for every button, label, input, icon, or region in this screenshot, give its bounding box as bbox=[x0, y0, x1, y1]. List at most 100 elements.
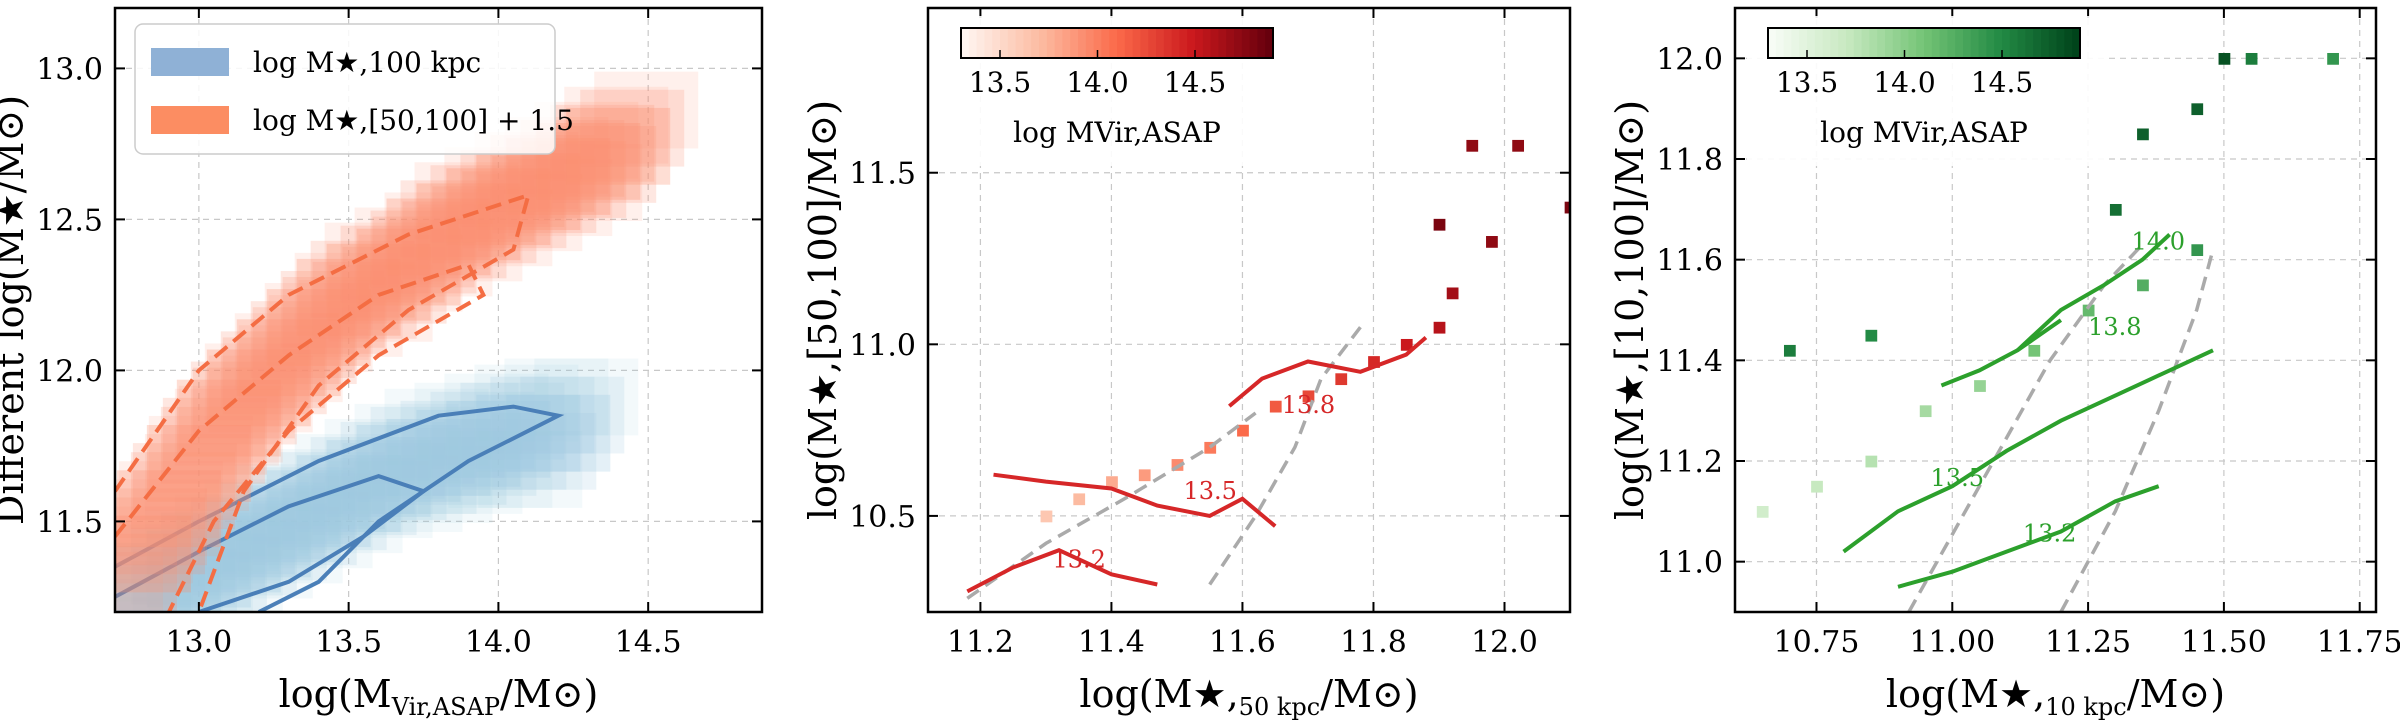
density-cell bbox=[282, 473, 387, 551]
colorbar-segment bbox=[1148, 28, 1157, 58]
y-tick-label: 12.0 bbox=[36, 354, 103, 389]
density-cell bbox=[115, 551, 163, 612]
density-cell bbox=[220, 482, 325, 560]
heatmap-cell bbox=[1368, 356, 1380, 368]
y-tick-label: 11.0 bbox=[1656, 546, 1723, 581]
density-cell bbox=[492, 156, 597, 234]
colorbar-segment bbox=[1007, 28, 1017, 58]
colorbar-segment bbox=[1000, 28, 1009, 58]
heatmap-cell bbox=[1400, 338, 1413, 351]
heatmap-cell bbox=[1269, 400, 1282, 413]
heatmap-cell bbox=[1564, 201, 1570, 214]
colorbar-segment bbox=[961, 28, 970, 58]
density-cell bbox=[388, 219, 493, 297]
heatmap-cell bbox=[1446, 287, 1459, 300]
density-cell bbox=[176, 379, 281, 457]
colorbar-segment bbox=[1265, 28, 1274, 58]
contour-label: 13.8 bbox=[2088, 313, 2141, 341]
colorbar-segment bbox=[1241, 28, 1251, 58]
density-cell bbox=[370, 210, 475, 288]
colorbar-segment bbox=[1838, 28, 1847, 58]
chart-panel-left: 13.0 13.5 14.0 14.5 11.5 12.0 12.5 13.0 log(MVir… bbox=[0, 6, 764, 720]
density-cell bbox=[146, 425, 251, 502]
colorbar-segment bbox=[1853, 28, 1863, 58]
heatmap-cell bbox=[2082, 304, 2095, 317]
colorbar-segment bbox=[1226, 28, 1235, 58]
density-cell bbox=[178, 385, 283, 463]
dashed-contour bbox=[966, 411, 1257, 600]
colorbar-segment bbox=[1814, 28, 1824, 58]
density-cell bbox=[594, 71, 699, 149]
heatmap-cell bbox=[1433, 218, 1446, 231]
contour-line bbox=[115, 262, 487, 612]
axes-frame bbox=[926, 6, 1572, 614]
density-cell bbox=[508, 159, 613, 237]
contour-line bbox=[115, 473, 428, 612]
heatmap-cell bbox=[1237, 424, 1249, 437]
colorbar-segment bbox=[1249, 28, 1258, 58]
colorbar-tick-label: 14.0 bbox=[1066, 66, 1128, 99]
colorbar-segment bbox=[2064, 28, 2073, 58]
density-cell bbox=[204, 343, 309, 421]
colorbar-segment bbox=[1046, 28, 1056, 58]
heatmap-cell bbox=[1433, 321, 1446, 334]
density-cell bbox=[478, 174, 583, 252]
colorbar-segment bbox=[2002, 28, 2011, 58]
density-cell bbox=[192, 367, 297, 445]
x-tick-label: 11.8 bbox=[1340, 625, 1407, 660]
heatmap-cell bbox=[2327, 52, 2339, 65]
colorbar-segment bbox=[2041, 28, 2050, 58]
colorbar-tick-label: 13.5 bbox=[969, 66, 1031, 99]
colorbar-segment bbox=[1908, 28, 1917, 58]
x-tick-label: 12.0 bbox=[1471, 625, 1538, 660]
colorbar-segment bbox=[1783, 28, 1792, 58]
colorbar-segment bbox=[1062, 28, 1071, 58]
density-cell bbox=[384, 388, 489, 466]
colorbar-segment bbox=[1085, 28, 1095, 58]
colorbar-segment bbox=[2009, 28, 2019, 58]
density-cell bbox=[130, 452, 235, 529]
colorbar-segment bbox=[1924, 28, 1933, 58]
colorbar-segment bbox=[1218, 28, 1227, 58]
density-cell bbox=[416, 409, 521, 487]
heatmap-cell bbox=[1865, 329, 1878, 342]
density-cell bbox=[296, 258, 401, 336]
colorbar-segment bbox=[2025, 28, 2034, 58]
heatmap-cell bbox=[1106, 476, 1118, 489]
density-cell bbox=[474, 364, 579, 442]
density-cell bbox=[162, 397, 267, 475]
y-tick-label: 11.5 bbox=[36, 505, 103, 540]
colorbar-segment bbox=[1830, 28, 1839, 58]
density-cell bbox=[238, 506, 343, 584]
colorbar-segment bbox=[1986, 28, 1995, 58]
heatmap-cell bbox=[2028, 344, 2041, 357]
density-cell bbox=[462, 412, 567, 490]
colorbar-segment bbox=[2048, 28, 2058, 58]
colorbar-segment bbox=[1054, 28, 1063, 58]
density-cell bbox=[478, 431, 583, 508]
x-tick-label: 13.0 bbox=[165, 625, 232, 660]
heatmap-cell bbox=[1783, 344, 1796, 357]
colorbar-frame bbox=[960, 27, 1274, 59]
colorbar-tick-label: 14.5 bbox=[1164, 66, 1226, 99]
x-tick-label: 11.2 bbox=[947, 625, 1014, 660]
density-cell bbox=[174, 388, 279, 466]
density-cell bbox=[238, 325, 343, 403]
contour-line bbox=[993, 472, 1277, 528]
x-tick-label: 13.5 bbox=[315, 625, 382, 660]
density-cell bbox=[115, 597, 163, 612]
heatmap-cell bbox=[1302, 390, 1315, 403]
colorbar-segment bbox=[1140, 28, 1149, 58]
colorbar-segment bbox=[1195, 28, 1204, 58]
contour-line bbox=[2016, 233, 2171, 352]
colorbar-segment bbox=[1093, 28, 1102, 58]
chart-panel-middle: 13.8 13.5 13.2 11.2 11.4 11.6 11.8 12.0 10.5 11.0… bbox=[801, 6, 1572, 720]
density-cell bbox=[384, 192, 489, 270]
heatmap-cell bbox=[2109, 203, 2122, 216]
y-tick-label: 11.2 bbox=[1656, 445, 1723, 480]
density-cell bbox=[115, 506, 193, 584]
colorbar-label: log MVir,ASAP bbox=[1013, 116, 1221, 149]
density-cell bbox=[250, 467, 355, 545]
x-axis-label: log(MVir,ASAP/M⊙) bbox=[279, 672, 599, 720]
heatmap-cell bbox=[1512, 139, 1525, 152]
